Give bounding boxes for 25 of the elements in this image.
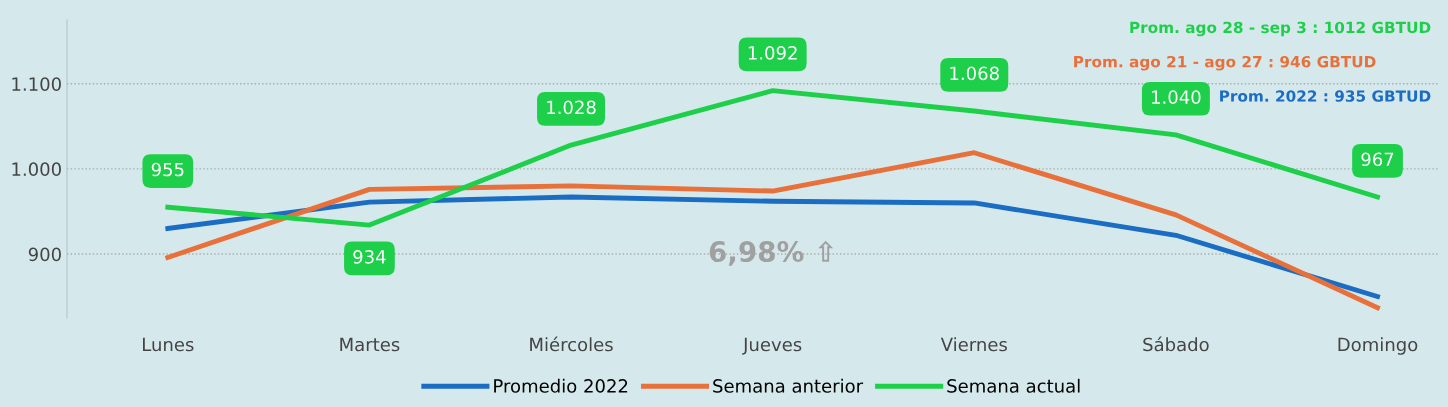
y-tick-label: 1.000 [12, 162, 61, 177]
legend-label: Semana anterior [713, 378, 864, 393]
legend-label: Semana actual [947, 378, 1080, 393]
annotation: 6,98% ⇧ [709, 240, 834, 266]
annotation: Prom. 2022 : 935 GBTUD [1220, 90, 1431, 102]
x-tick-label: Viernes [940, 337, 1007, 352]
x-tick-label: Domingo [1338, 337, 1418, 355]
data-label: 934 [353, 250, 386, 264]
y-tick-label: 1.100 [12, 77, 61, 91]
y-tick-label: 900 [28, 247, 61, 262]
data-label: 1.092 [748, 46, 797, 60]
annotation: Prom. ago 28 - sep 3 : 1012 GBTUD [1130, 21, 1431, 37]
x-tick-label: Miércoles [530, 336, 613, 352]
data-label: 1.040 [1152, 90, 1201, 104]
x-tick-label: Martes [340, 337, 400, 352]
x-tick-label: Jueves [742, 337, 802, 355]
data-label: 967 [1361, 152, 1394, 167]
data-label: 1.028 [547, 100, 596, 115]
legend-label: Promedio 2022 [494, 378, 628, 393]
data-label: 1.068 [950, 66, 999, 81]
x-tick-label: Lunes [143, 337, 194, 352]
line-series [165, 194, 1380, 300]
x-tick-label: Sábado [1143, 336, 1209, 352]
data-label: 955 [151, 162, 184, 177]
annotation: Prom. ago 21 - ago 27 : 946 GBTUD [1074, 55, 1376, 71]
